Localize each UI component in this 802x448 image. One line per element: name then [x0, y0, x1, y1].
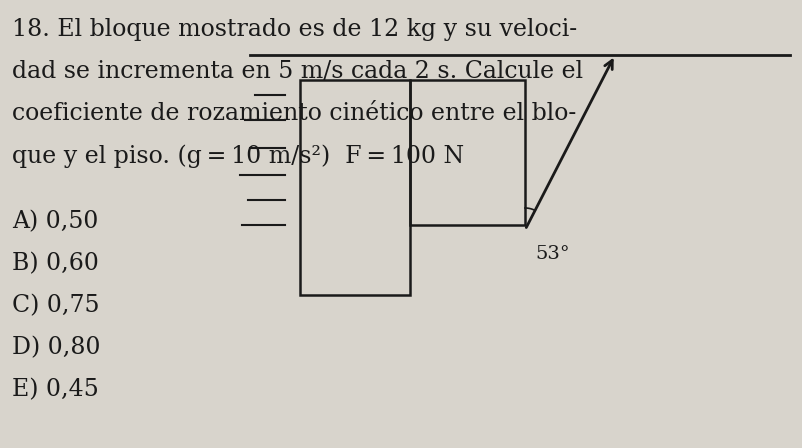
Text: que y el piso. (g = 10 m/s²)  F = 100 N: que y el piso. (g = 10 m/s²) F = 100 N [12, 144, 464, 168]
Text: dad se incrementa en 5 m/s cada 2 s. Calcule el: dad se incrementa en 5 m/s cada 2 s. Cal… [12, 60, 582, 83]
Text: coeficiente de rozamiento cinético entre el blo-: coeficiente de rozamiento cinético entre… [12, 102, 576, 125]
Text: 53°: 53° [534, 245, 569, 263]
Text: A) 0,50: A) 0,50 [12, 210, 99, 233]
Text: E) 0,45: E) 0,45 [12, 378, 99, 401]
Bar [300, 80, 410, 295]
Text: D) 0,80: D) 0,80 [12, 336, 100, 359]
Text: B) 0,60: B) 0,60 [12, 252, 99, 275]
Bar [410, 80, 525, 225]
Text: C) 0,75: C) 0,75 [12, 294, 99, 317]
Text: 18. El bloque mostrado es de 12 kg y su veloci-: 18. El bloque mostrado es de 12 kg y su … [12, 18, 577, 41]
